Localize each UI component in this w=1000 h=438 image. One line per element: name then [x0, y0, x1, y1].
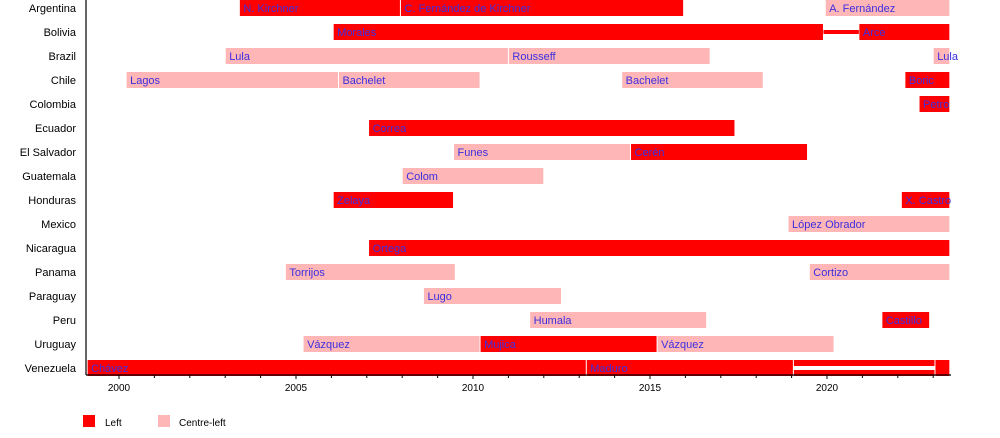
- term-label: Vázquez: [307, 339, 350, 351]
- term-label: Lugo: [427, 291, 451, 303]
- y-tick-label: Nicaragua: [26, 243, 77, 255]
- term-label: Arce: [863, 27, 886, 39]
- term-bar-disputed: [793, 360, 935, 366]
- term-label: Chávez: [91, 363, 128, 375]
- legend-swatch: [158, 415, 170, 427]
- term-bar: [225, 48, 508, 64]
- term-label: Maduro: [590, 363, 627, 375]
- term-label: Humala: [534, 315, 573, 327]
- y-tick-label: Uruguay: [34, 339, 76, 351]
- term-label: Zelaya: [337, 195, 371, 207]
- y-tick-label: Ecuador: [35, 123, 76, 135]
- y-tick-label: Guatemala: [22, 171, 77, 183]
- x-tick-label: 2020: [816, 383, 839, 394]
- term-bar: [905, 72, 950, 88]
- x-tick-label: 2010: [462, 383, 485, 394]
- term-bar: [825, 0, 950, 16]
- term-label: Lagos: [130, 75, 160, 87]
- term-bar: [333, 192, 454, 208]
- term-bar: [285, 264, 455, 280]
- term-label: Lula: [229, 51, 251, 63]
- term-bar: [901, 192, 950, 208]
- y-tick-label: Panama: [35, 267, 77, 279]
- term-bar: [369, 240, 950, 256]
- term-label: Torrijos: [289, 267, 325, 279]
- term-bar: [400, 0, 684, 16]
- term-bar-interim: [823, 30, 859, 34]
- term-bar: [919, 96, 950, 112]
- term-bar: [657, 336, 834, 352]
- x-tick-label: 2015: [639, 383, 662, 394]
- term-label: Vázquez: [661, 339, 704, 351]
- term-label: Lula: [937, 51, 959, 63]
- term-bar: [338, 72, 480, 88]
- term-label: López Obrador: [792, 219, 866, 231]
- x-tick-label: 2005: [285, 383, 308, 394]
- term-bar: [631, 144, 808, 160]
- term-bar: [454, 144, 631, 160]
- term-label: Boric: [909, 75, 935, 87]
- term-bar: [935, 360, 950, 376]
- term-label: Cerén: [635, 147, 665, 159]
- term-bar: [508, 48, 710, 64]
- term-label: Morales: [337, 27, 377, 39]
- y-tick-label: Mexico: [41, 219, 76, 231]
- term-bar: [239, 0, 400, 16]
- term-label: Funes: [458, 147, 489, 159]
- term-bar: [126, 72, 338, 88]
- term-bar: [933, 48, 950, 64]
- term-bar: [423, 288, 561, 304]
- y-tick-label: Argentina: [29, 3, 77, 15]
- term-bar: [369, 120, 735, 136]
- term-bar: [303, 336, 480, 352]
- term-label: Castillo: [886, 315, 922, 327]
- term-label: A. Fernández: [829, 3, 895, 15]
- term-label: Petro: [923, 99, 949, 111]
- y-tick-label: Bolivia: [44, 27, 77, 39]
- term-label: Ortega: [373, 243, 408, 255]
- y-tick-label: Honduras: [28, 195, 76, 207]
- term-bar: [402, 168, 544, 184]
- y-tick-label: Venezuela: [25, 363, 77, 375]
- term-bar: [530, 312, 707, 328]
- y-tick-label: El Salvador: [20, 147, 77, 159]
- term-label: Bachelet: [626, 75, 669, 87]
- term-label: Mujica: [484, 339, 517, 351]
- term-label: N. Kirchner: [243, 3, 298, 15]
- term-label: Rousseff: [512, 51, 556, 63]
- term-bar: [586, 360, 793, 376]
- term-bar: [622, 72, 763, 88]
- term-label: Cortizo: [813, 267, 848, 279]
- legend-label: Left: [105, 418, 122, 429]
- y-tick-label: Peru: [53, 315, 76, 327]
- term-bar-disputed: [793, 370, 935, 376]
- term-bar: [480, 336, 657, 352]
- x-tick-label: 2000: [108, 383, 131, 394]
- y-tick-label: Chile: [51, 75, 76, 87]
- term-label: X. Castro: [905, 195, 951, 207]
- y-tick-label: Brazil: [48, 51, 76, 63]
- term-bar: [788, 216, 950, 232]
- term-label: Correa: [373, 123, 408, 135]
- term-bar: [859, 24, 950, 40]
- term-bar: [809, 264, 950, 280]
- term-label: Colom: [406, 171, 438, 183]
- term-bar: [882, 312, 930, 328]
- term-label: Bachelet: [342, 75, 385, 87]
- term-bar: [87, 360, 586, 376]
- y-tick-label: Paraguay: [29, 291, 77, 303]
- legend-swatch: [83, 415, 95, 427]
- y-tick-label: Colombia: [30, 99, 77, 111]
- term-label: C. Fernández de Kirchner: [404, 3, 530, 15]
- term-bar: [333, 24, 823, 40]
- legend-label: Centre-left: [179, 418, 226, 429]
